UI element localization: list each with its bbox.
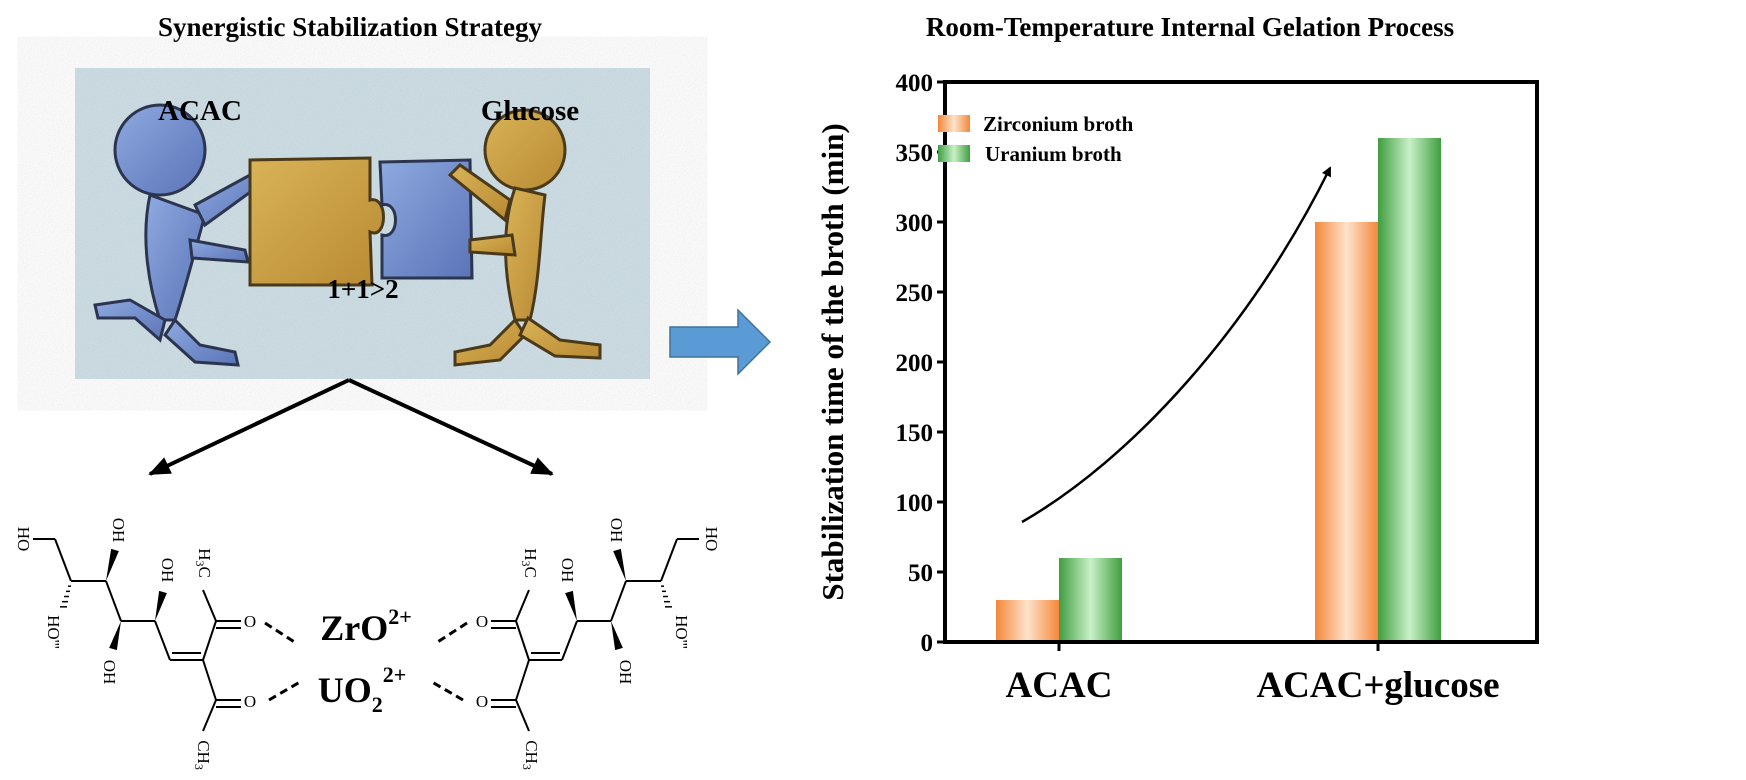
zro-ion: ZrO2+ <box>320 604 412 648</box>
trend-arrow-icon <box>1021 166 1332 524</box>
acac-figure-icon <box>93 103 263 367</box>
split-arrows <box>148 378 554 476</box>
process-arrow-icon <box>669 308 772 376</box>
arrow-right-icon <box>348 378 554 476</box>
molecule-left: HO HO''' OH OH OH O O H3C CH3 <box>14 518 256 770</box>
carbonyl-oxygen-label: O <box>476 612 488 631</box>
y-tick-label: 50 <box>908 560 933 587</box>
legend-swatch-0 <box>938 115 970 132</box>
blue-puzzle-piece-icon <box>378 158 474 280</box>
chart-title: Room-Temperature Internal Gelation Proce… <box>925 12 1455 42</box>
hydroxyl-label: OH <box>616 660 635 685</box>
molecule-right: HO HO''' OH OH OH O O H3C CH3 <box>476 518 721 770</box>
y-tick-label: 100 <box>896 490 934 517</box>
hydroxyl-label: HO <box>14 527 33 552</box>
coordination-dashes <box>264 621 468 702</box>
legend-label-1: Uranium broth <box>985 142 1122 166</box>
y-tick-label: 0 <box>921 630 934 657</box>
gold-puzzle-piece-icon <box>248 156 385 287</box>
bar-chart: 0 50 100 150 200 250 300 350 400 ACAC ACAC+glucose… <box>896 70 1539 706</box>
y-tick-label: 150 <box>896 420 934 447</box>
y-tick-label: 300 <box>896 210 934 237</box>
legend-swatch-1 <box>938 145 970 162</box>
arrow-left-icon <box>148 378 350 476</box>
bar-uranium-0 <box>1059 558 1122 642</box>
hydroxyl-label: HO''' <box>672 615 691 649</box>
hydroxyl-label: OH <box>607 518 626 543</box>
uo2-ion: UO22+ <box>318 662 407 717</box>
carbonyl-oxygen-label: O <box>244 692 256 711</box>
y-tick-label: 400 <box>896 70 934 97</box>
hydroxyl-label: HO <box>702 527 721 552</box>
carbonyl-oxygen-label: O <box>244 612 256 631</box>
bar-uranium-1 <box>1378 138 1441 642</box>
x-tick-label: ACAC+glucose <box>1256 665 1499 706</box>
acac-label: ACAC <box>158 95 242 127</box>
synergy-illustration: ACAC Glucose 1+1>2 <box>75 68 650 379</box>
plot-frame <box>943 80 1539 644</box>
carbonyl-oxygen-label: O <box>476 692 488 711</box>
methyl-label: CH3 <box>520 740 541 770</box>
y-tick-label: 250 <box>896 280 934 307</box>
bar-zirconium-1 <box>1315 222 1378 642</box>
y-tick-label: 350 <box>896 140 934 167</box>
hydroxyl-label: OH <box>109 518 128 543</box>
methyl-label: H3C <box>193 548 214 578</box>
glucose-figure-icon <box>447 108 602 367</box>
methyl-label: CH3 <box>192 740 213 770</box>
bar-zirconium-0 <box>996 600 1059 642</box>
methyl-label: H3C <box>519 548 540 578</box>
synergy-label: 1+1>2 <box>327 274 398 304</box>
hydroxyl-label: HO''' <box>44 615 63 649</box>
y-tick-label: 200 <box>896 350 934 377</box>
glucose-label: Glucose <box>481 95 579 127</box>
legend-label-0: Zirconium broth <box>983 112 1134 136</box>
y-axis-label: Stabilization time of the broth (min) <box>815 123 850 600</box>
left-panel-title: Synergistic Stabilization Strategy <box>158 12 542 42</box>
hydroxyl-label: OH <box>100 660 119 685</box>
hydroxyl-label: OH <box>158 558 177 583</box>
hydroxyl-label: OH <box>558 558 577 583</box>
x-tick-label: ACAC <box>1006 665 1113 706</box>
